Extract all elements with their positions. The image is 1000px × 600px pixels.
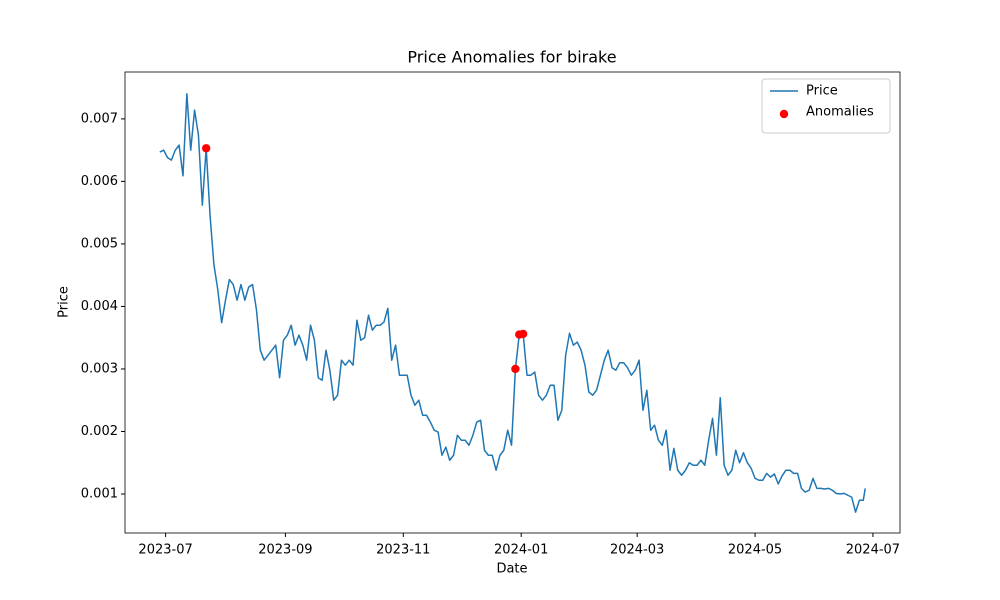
legend-box xyxy=(761,78,891,134)
x-tick-label: 2024-07 xyxy=(846,543,900,558)
legend-label: Price xyxy=(806,84,838,99)
legend: Price Anomalies xyxy=(761,78,891,134)
y-tick-label: 0.002 xyxy=(81,424,118,439)
y-tick-label: 0.001 xyxy=(81,486,118,501)
anomaly-point xyxy=(518,329,528,339)
x-axis-label: Date xyxy=(496,562,527,577)
price-line xyxy=(159,93,866,513)
anomaly-point xyxy=(201,144,211,153)
y-tick-label: 0.007 xyxy=(81,111,118,126)
y-axis-label: Price xyxy=(57,286,72,318)
y-tick-label: 0.003 xyxy=(81,361,118,376)
legend-label: Anomalies xyxy=(806,105,874,120)
anomaly-point xyxy=(511,364,520,374)
y-tick-label: 0.004 xyxy=(81,299,118,314)
x-tick-label: 2023-09 xyxy=(258,543,312,558)
x-tick-label: 2023-07 xyxy=(138,543,192,558)
y-tick-label: 0.006 xyxy=(81,174,118,189)
x-tick-label: 2024-03 xyxy=(610,543,664,558)
chart-title: Price Anomalies for birake xyxy=(407,48,616,67)
x-tick-label: 2024-01 xyxy=(494,543,548,558)
plot-frame xyxy=(124,71,901,534)
x-tick-label: 2023-11 xyxy=(376,543,430,558)
x-tick-label: 2024-05 xyxy=(728,543,782,558)
y-tick-label: 0.005 xyxy=(81,236,118,251)
legend-marker xyxy=(779,109,789,119)
